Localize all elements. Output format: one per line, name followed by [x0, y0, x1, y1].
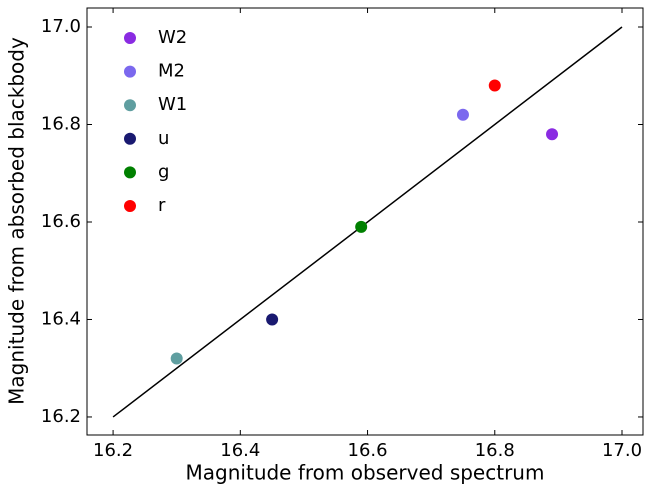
y-tick-label: 16.4: [41, 308, 81, 329]
x-tick-label: 16.8: [475, 440, 515, 461]
x-tick-label: 17.0: [602, 440, 642, 461]
legend-marker: [124, 200, 136, 212]
scatter-point: [488, 79, 501, 92]
scatter-point: [546, 128, 559, 141]
legend-label: W1: [158, 94, 187, 115]
x-axis-label: Magnitude from observed spectrum: [186, 461, 545, 485]
scatter-point: [170, 352, 183, 365]
y-tick-label: 16.2: [41, 406, 81, 427]
legend-label: W2: [158, 27, 187, 48]
y-tick-label: 16.8: [41, 113, 81, 134]
x-tick-label: 16.2: [93, 440, 133, 461]
y-axis-label: Magnitude from absorbed blackbody: [5, 37, 29, 405]
legend-marker: [124, 132, 136, 145]
scatter-point: [266, 313, 279, 326]
y-tick-label: 16.6: [41, 211, 81, 232]
legend-marker: [124, 99, 136, 112]
x-tick-label: 16.4: [220, 440, 260, 461]
legend-marker: [124, 65, 136, 78]
legend-label: M2: [158, 61, 185, 82]
reference-line: [112, 26, 623, 418]
legend-label: r: [158, 195, 166, 216]
x-tick-label: 16.6: [348, 440, 388, 461]
legend-marker: [124, 32, 136, 44]
y-tick-label: 17.0: [41, 16, 81, 37]
legend-marker: [124, 166, 136, 179]
legend-label: g: [158, 161, 169, 182]
legend-label: u: [158, 128, 169, 149]
scatter-point: [456, 108, 469, 121]
scatter-point: [355, 220, 368, 233]
